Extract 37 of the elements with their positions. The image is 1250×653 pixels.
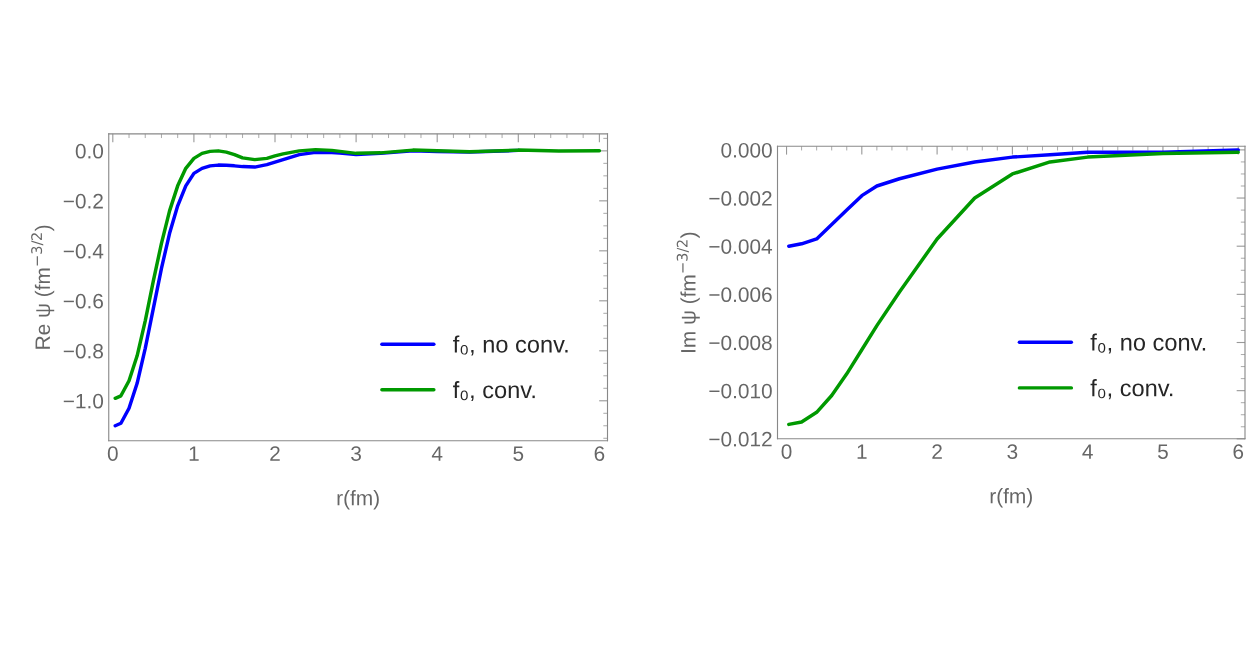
y-tick-label: −0.008 bbox=[709, 335, 772, 351]
x-tick-label: 4 bbox=[431, 446, 443, 461]
y-tick-label: −0.004 bbox=[709, 239, 773, 254]
y-tick-label: −0.6 bbox=[63, 293, 103, 309]
x-tick-label: 5 bbox=[1157, 444, 1168, 459]
line-series bbox=[787, 150, 1240, 427]
x-tick-label: 4 bbox=[1082, 444, 1093, 459]
y-tick-label: −0.2 bbox=[63, 193, 103, 209]
legend-label: f₀, no conv. bbox=[453, 335, 568, 356]
x-tick-label: 1 bbox=[857, 444, 867, 459]
y-tick-label: −0.010 bbox=[709, 383, 772, 399]
x-tick-label: 0 bbox=[107, 446, 118, 461]
x-tick-label: 6 bbox=[1233, 444, 1244, 459]
y-tick-label: −0.006 bbox=[709, 287, 772, 303]
y-tick-label: −0.4 bbox=[63, 243, 104, 259]
y-tick-label: −0.012 bbox=[709, 431, 772, 447]
y-tick-label: −0.8 bbox=[63, 343, 103, 359]
legend-label: f₀, conv. bbox=[1090, 379, 1173, 400]
x-axis-title: r(fm) bbox=[990, 488, 1032, 508]
x-tick-label: 5 bbox=[513, 446, 524, 461]
x-axis-title: r(fm) bbox=[337, 490, 379, 510]
x-tick-label: 0 bbox=[781, 444, 792, 459]
x-tick-label: 2 bbox=[932, 444, 942, 459]
x-tick-label: 2 bbox=[270, 446, 280, 461]
y-tick-label: −1.0 bbox=[63, 393, 104, 409]
x-tick-label: 6 bbox=[594, 446, 605, 461]
y-tick-label: 0.0 bbox=[75, 143, 104, 159]
y-axis-title: Re ψ (fm$^{−3/2}$) bbox=[31, 225, 55, 349]
y-tick-label: 0.000 bbox=[721, 142, 772, 158]
line-series bbox=[113, 147, 602, 401]
x-tick-label: 3 bbox=[1007, 444, 1018, 459]
x-tick-label: 3 bbox=[351, 446, 361, 461]
y-tick-label: −0.002 bbox=[709, 191, 772, 206]
legend-label: f₀, no conv. bbox=[1090, 333, 1206, 354]
legend-label: f₀, conv. bbox=[453, 381, 535, 402]
x-tick-label: 1 bbox=[189, 446, 199, 461]
y-axis-title: Im ψ (fm$^{−3/2}$) bbox=[676, 232, 700, 352]
